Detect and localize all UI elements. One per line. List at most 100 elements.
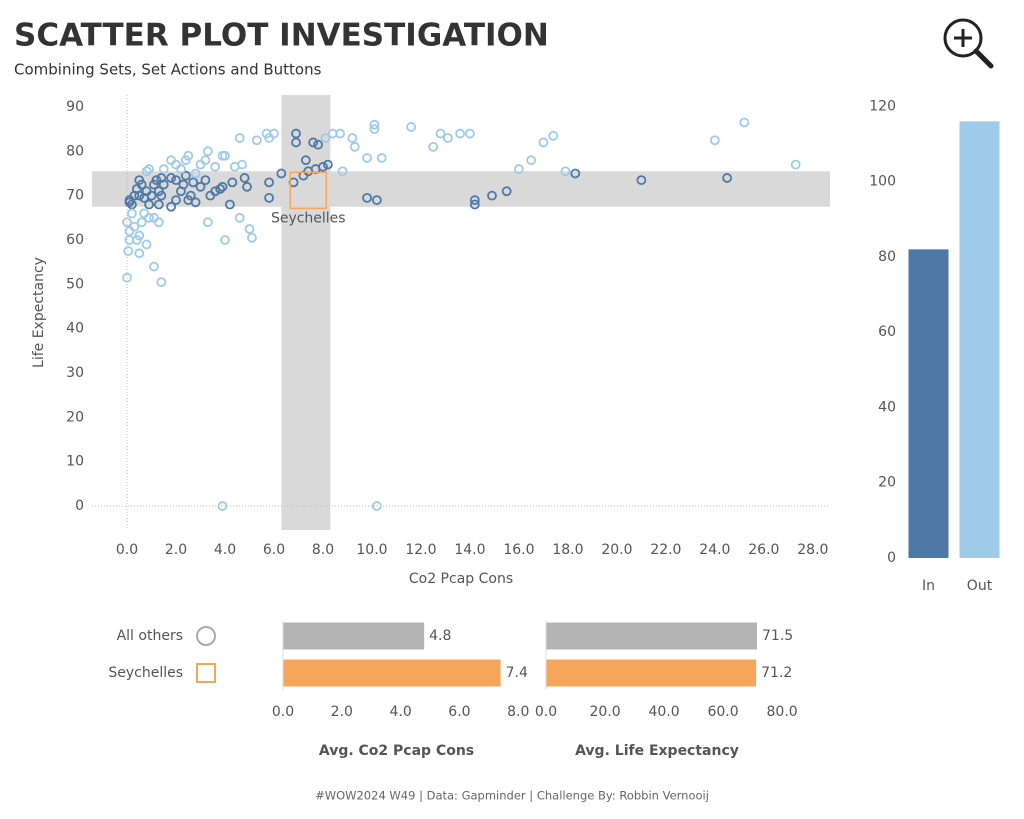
point — [406, 122, 417, 132]
point — [134, 230, 145, 241]
point — [156, 277, 167, 288]
point — [242, 181, 252, 192]
point — [141, 239, 152, 250]
point — [227, 177, 238, 188]
y-tick-label: 20 — [66, 409, 84, 425]
y-tick-label: 0 — [887, 550, 896, 566]
point — [134, 248, 145, 259]
bar — [283, 659, 501, 687]
zoom-lens[interactable] — [943, 18, 983, 58]
x-tick-label: 24.0 — [699, 542, 730, 558]
x-axis-title: Avg. Co2 Pcap Cons — [319, 743, 474, 759]
point — [124, 197, 135, 208]
point — [237, 159, 248, 170]
x-tick-label: 2.0 — [331, 704, 353, 720]
legend-marker — [196, 663, 216, 683]
x-axis-title: Co2 Pcap Cons — [409, 571, 513, 587]
point — [134, 190, 145, 201]
highlight-band — [281, 95, 331, 530]
x-tick-label: 0.0 — [116, 542, 138, 558]
point — [220, 150, 230, 161]
point — [322, 159, 333, 170]
highlight-band — [92, 171, 830, 207]
point — [465, 128, 475, 139]
zoom-handle[interactable] — [973, 48, 994, 69]
x-tick-label: 28.0 — [797, 542, 828, 558]
point — [190, 197, 201, 208]
point — [722, 173, 733, 183]
x-tick-label: 80.0 — [767, 704, 798, 720]
point — [166, 155, 177, 166]
point — [220, 235, 230, 245]
point — [136, 179, 147, 190]
point — [171, 175, 181, 186]
point — [234, 133, 245, 143]
point — [176, 164, 186, 174]
legend-marker — [196, 626, 216, 646]
point — [269, 128, 279, 139]
selected-marker — [289, 171, 328, 210]
point — [136, 217, 147, 228]
point — [371, 195, 382, 205]
point — [144, 212, 154, 223]
point — [313, 139, 323, 150]
y-tick-label: 30 — [66, 365, 84, 381]
x-tick-label: 4.0 — [214, 542, 236, 558]
point — [570, 168, 581, 179]
point — [362, 192, 372, 203]
x-tick-label: 4.0 — [389, 704, 411, 720]
point — [514, 164, 524, 174]
point — [362, 153, 372, 163]
point — [526, 155, 537, 166]
point — [548, 130, 559, 141]
x-tick-label: 16.0 — [503, 542, 534, 558]
point — [195, 181, 206, 192]
point — [739, 117, 750, 128]
point — [455, 128, 466, 139]
x-tick-label: Out — [967, 578, 993, 594]
point — [487, 190, 497, 201]
point — [146, 190, 157, 201]
zoom-button[interactable] — [943, 18, 994, 69]
annotation: Seychelles — [271, 210, 346, 226]
y-tick-label: 80 — [66, 143, 84, 159]
x-tick-label: 40.0 — [648, 704, 679, 720]
y-tick-label: 70 — [66, 188, 84, 204]
point — [217, 181, 228, 192]
y-tick-label: 90 — [66, 99, 84, 115]
point — [202, 217, 213, 228]
point — [369, 119, 380, 130]
x-tick-label: 0.0 — [535, 704, 557, 720]
y-tick-label: 80 — [878, 249, 896, 265]
point — [264, 192, 274, 203]
point — [124, 226, 135, 237]
point — [190, 168, 201, 179]
x-tick-label: 8.0 — [507, 704, 529, 720]
footer: #WOW2024 W49 | Data: Gapminder | Challen… — [315, 789, 709, 803]
bar — [959, 121, 1000, 558]
point — [636, 175, 647, 186]
x-tick-label: 22.0 — [650, 542, 681, 558]
y-tick-label: 20 — [878, 475, 896, 491]
value-label: 4.8 — [429, 628, 451, 644]
point — [200, 175, 211, 186]
y-tick-label: 0 — [75, 498, 84, 514]
category-label: All others — [117, 628, 183, 644]
point — [202, 146, 213, 157]
point — [264, 177, 274, 188]
category-label: Seychelles — [108, 665, 183, 681]
x-tick-label: 2.0 — [165, 542, 187, 558]
value-label: 71.2 — [761, 665, 792, 681]
y-tick-label: 120 — [869, 98, 896, 114]
bar — [908, 249, 949, 559]
point — [428, 141, 439, 152]
point — [122, 217, 132, 228]
point — [435, 128, 446, 139]
y-axis-title: Life Expectancy — [31, 257, 47, 368]
point — [195, 159, 206, 170]
x-tick-label: 8.0 — [312, 542, 334, 558]
x-tick-label: 12.0 — [405, 542, 436, 558]
point — [139, 208, 150, 219]
x-tick-label: 6.0 — [263, 542, 285, 558]
